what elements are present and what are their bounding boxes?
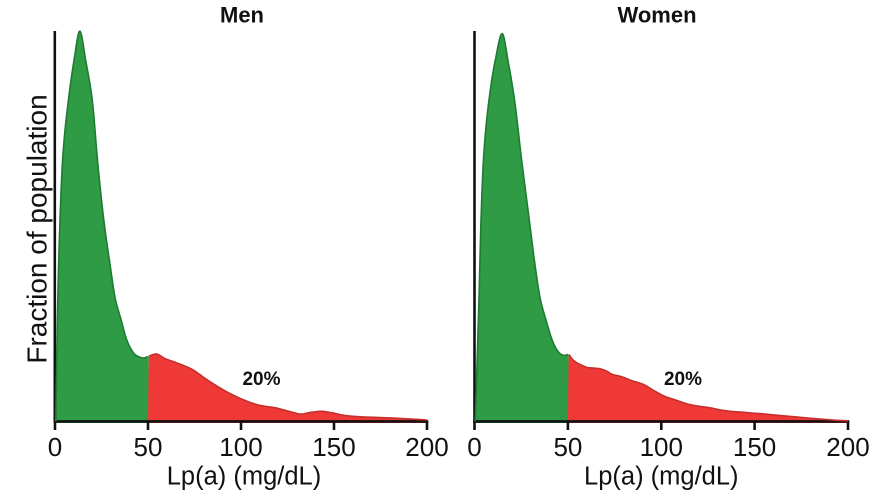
svg-text:0: 0	[467, 432, 481, 462]
svg-text:150: 150	[312, 432, 355, 462]
svg-text:20%: 20%	[242, 369, 280, 390]
svg-text:200: 200	[405, 432, 448, 462]
svg-text:50: 50	[134, 432, 163, 462]
svg-text:0: 0	[48, 432, 62, 462]
svg-text:20%: 20%	[664, 369, 702, 390]
svg-text:Fraction of population: Fraction of population	[22, 94, 53, 363]
svg-text:150: 150	[733, 432, 776, 462]
svg-text:Women: Women	[617, 3, 696, 28]
svg-text:100: 100	[219, 432, 262, 462]
svg-text:50: 50	[553, 432, 582, 462]
svg-text:Lp(a) (mg/dL): Lp(a) (mg/dL)	[167, 463, 321, 491]
svg-text:200: 200	[826, 432, 869, 462]
svg-text:100: 100	[640, 432, 683, 462]
svg-text:Men: Men	[220, 3, 264, 28]
svg-text:Lp(a) (mg/dL): Lp(a) (mg/dL)	[584, 463, 738, 491]
